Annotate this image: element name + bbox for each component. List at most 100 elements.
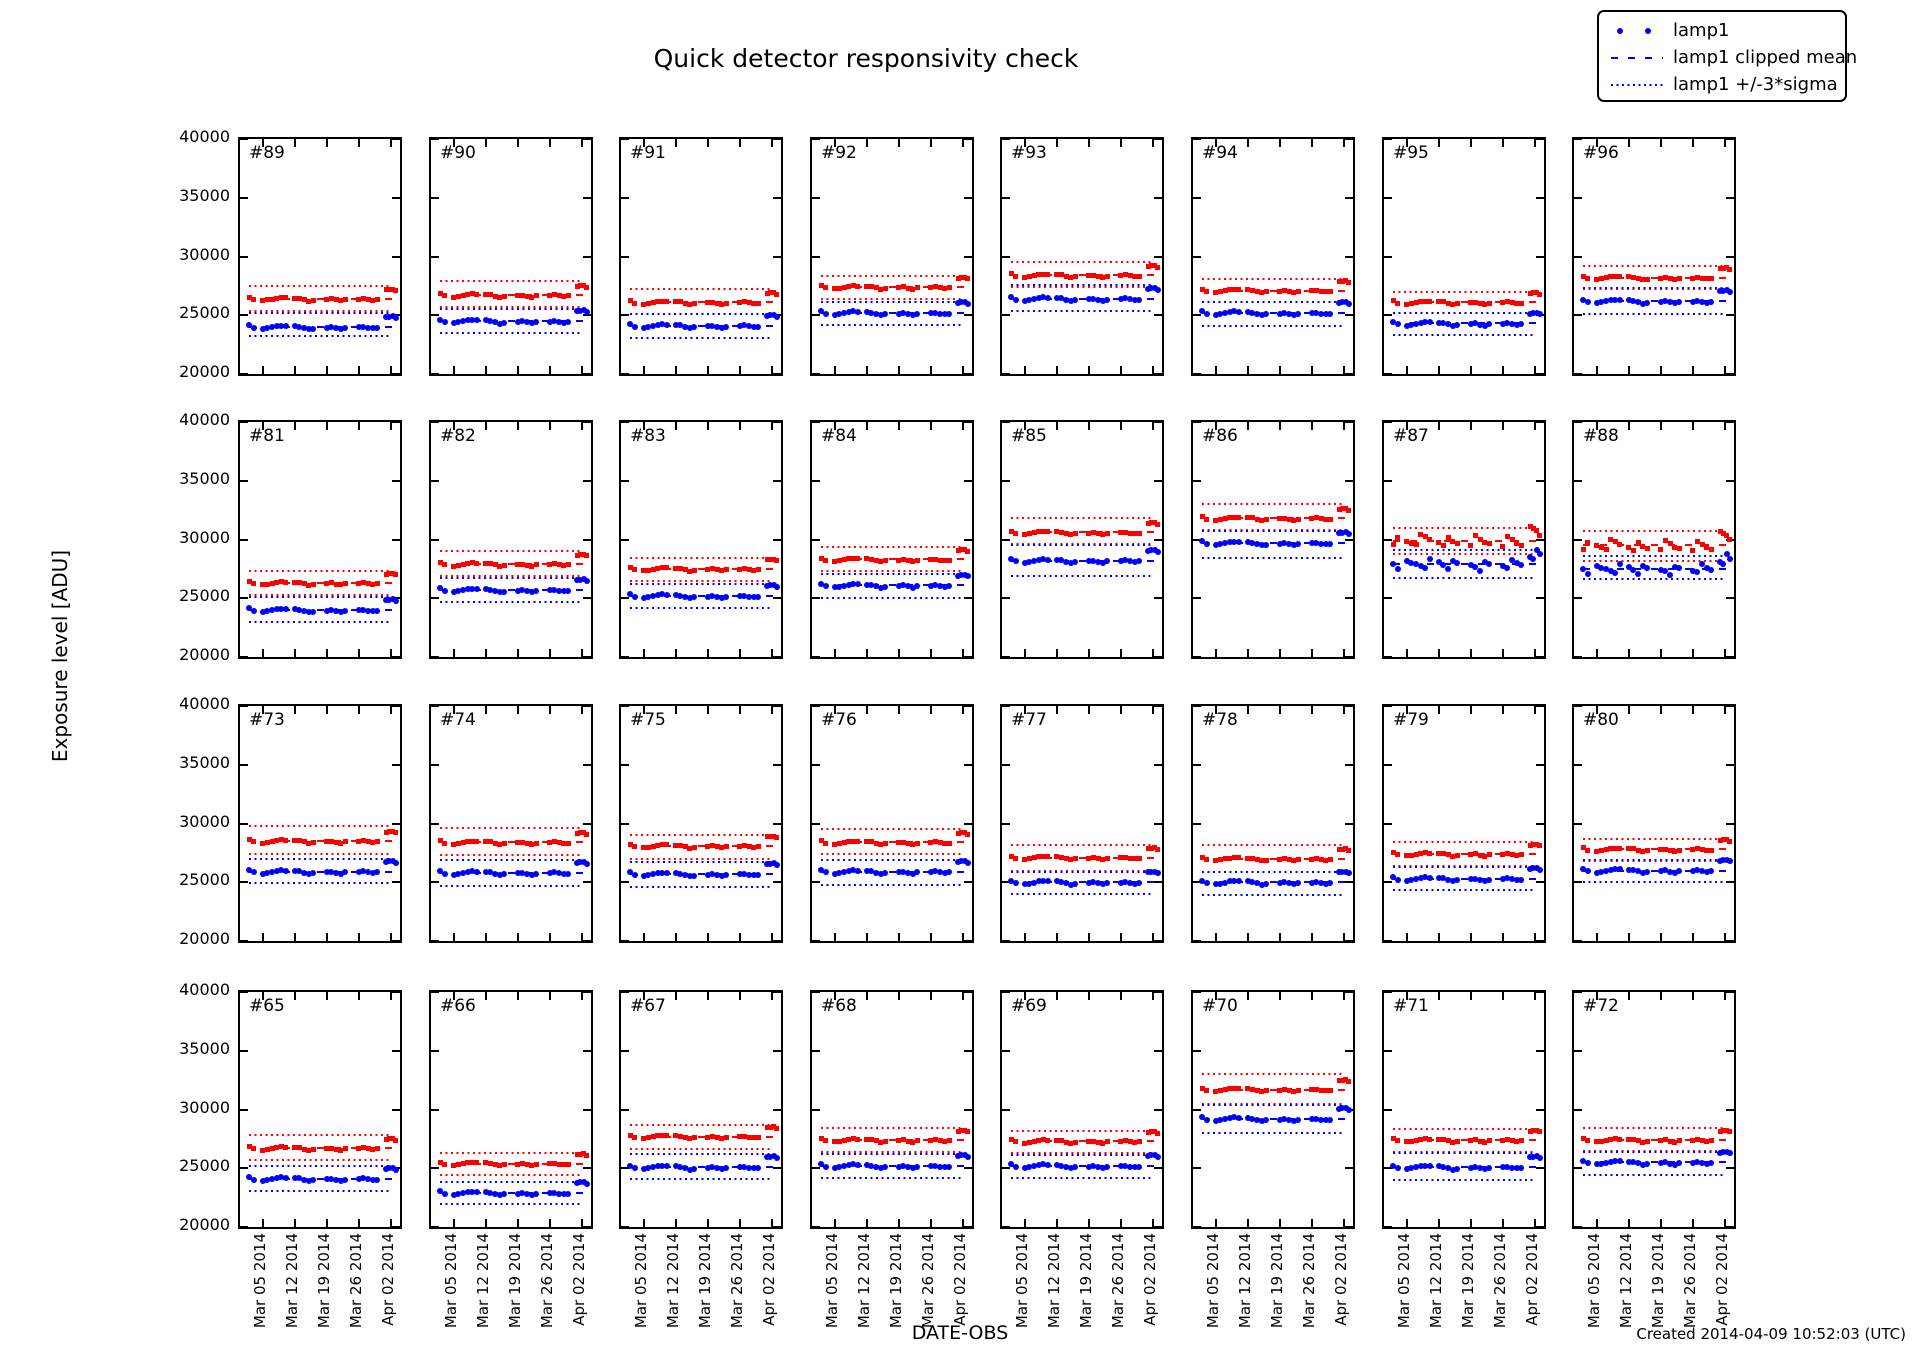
blue-data-point — [1408, 559, 1415, 566]
red-data-point — [1343, 278, 1349, 284]
red-data-point — [1514, 540, 1520, 546]
red-data-point — [650, 1134, 656, 1140]
axis-tick — [621, 1167, 629, 1170]
red-data-point — [1058, 854, 1064, 860]
red-sigma-line — [440, 1151, 582, 1154]
red-data-point — [533, 1161, 539, 1167]
blue-data-point — [1244, 309, 1251, 316]
red-data-point — [442, 1161, 448, 1167]
red-data-point — [1227, 1086, 1233, 1092]
red-data-point — [1509, 1138, 1515, 1144]
red-sigma-line — [1202, 277, 1344, 280]
red-data-point — [1318, 1087, 1324, 1093]
blue-sigma-line — [1393, 1151, 1535, 1154]
scatter-marker-icon — [1611, 26, 1663, 36]
red-data-point — [547, 840, 553, 846]
red-data-point — [958, 1128, 964, 1134]
red-data-point — [746, 1134, 752, 1140]
blue-data-point — [831, 1164, 838, 1171]
blue-data-point — [1021, 1164, 1028, 1171]
y-tick-label: 40000 — [179, 127, 230, 146]
y-tick-label: 20000 — [179, 362, 230, 381]
red-data-point — [338, 840, 344, 846]
blue-data-point — [1723, 287, 1730, 294]
axis-tick — [389, 1219, 392, 1227]
red-clipped-mean-line — [630, 567, 779, 570]
y-tick-label: 25000 — [179, 1156, 230, 1176]
red-data-point — [1245, 287, 1251, 293]
blue-data-point — [654, 870, 661, 877]
red-data-point — [246, 579, 252, 585]
blue-data-point — [818, 308, 825, 315]
red-sigma-line — [1583, 530, 1725, 533]
red-data-point — [365, 296, 371, 302]
blue-data-point — [1199, 1114, 1206, 1121]
red-data-point — [574, 283, 580, 289]
axis-tick — [1501, 422, 1504, 430]
blue-data-point — [841, 868, 847, 875]
subplot-85: #85 — [1000, 420, 1164, 659]
axis-tick — [812, 1108, 820, 1111]
blue-data-point — [1117, 879, 1124, 886]
blue-data-point — [736, 323, 743, 330]
axis-tick — [1345, 822, 1353, 825]
red-data-point — [955, 1128, 961, 1134]
red-data-point — [1259, 858, 1265, 864]
red-data-point — [942, 285, 948, 291]
blue-data-point — [560, 1191, 567, 1198]
blue-data-point — [900, 582, 907, 589]
blue-sigma-line — [1393, 549, 1535, 552]
red-sigma-line — [630, 1148, 772, 1151]
blue-data-point — [583, 1180, 590, 1187]
blue-data-point — [691, 1165, 698, 1172]
red-data-point — [1343, 1077, 1349, 1083]
axis-tick — [1119, 1219, 1122, 1227]
red-clipped-mean-line — [440, 1162, 589, 1165]
blue-data-point — [1231, 877, 1238, 884]
blue-data-point — [1254, 880, 1260, 887]
axis-tick — [674, 422, 677, 430]
red-data-point — [1472, 532, 1478, 538]
blue-data-point — [1063, 1163, 1069, 1170]
axis-tick — [865, 139, 868, 147]
red-data-point — [1152, 520, 1158, 526]
axis-tick — [812, 1226, 820, 1228]
blue-sigma-line — [1393, 334, 1535, 337]
axis-tick — [1723, 933, 1726, 941]
blue-data-point — [1445, 321, 1451, 328]
red-data-point — [1509, 300, 1515, 306]
axis-tick — [325, 992, 328, 1000]
red-data-point — [641, 1135, 647, 1141]
red-clipped-mean-line — [249, 840, 398, 843]
red-data-point — [910, 841, 916, 847]
red-data-point — [1277, 288, 1283, 294]
axis-tick — [812, 940, 820, 942]
blue-sigma-line — [1202, 870, 1344, 873]
red-data-point — [896, 285, 902, 291]
red-data-point — [474, 838, 480, 844]
subplot-84: #84 — [810, 420, 974, 659]
blue-data-point — [914, 583, 921, 590]
blue-data-point — [718, 1166, 725, 1173]
red-data-point — [360, 295, 366, 301]
blue-data-point — [1603, 1159, 1609, 1166]
blue-data-point — [1717, 1149, 1724, 1156]
blue-data-point — [1313, 878, 1320, 885]
subplot-id-label: #84 — [821, 426, 857, 446]
blue-data-point — [301, 1176, 307, 1183]
subplot-id-label: #96 — [1583, 143, 1619, 163]
red-sigma-line — [1583, 1149, 1725, 1152]
red-data-point — [1148, 520, 1154, 526]
blue-sigma-line — [249, 882, 391, 885]
subplot-72: #72 — [1572, 990, 1736, 1229]
blue-data-point — [1699, 561, 1705, 568]
red-data-point — [474, 560, 480, 566]
red-data-point — [515, 562, 521, 568]
axis-tick — [1246, 649, 1249, 657]
red-data-point — [1072, 531, 1078, 537]
axis-tick — [770, 139, 773, 147]
red-data-point — [1667, 1138, 1673, 1144]
red-clipped-mean-line — [1583, 848, 1732, 851]
blue-data-point — [709, 592, 716, 599]
blue-data-point — [645, 324, 652, 331]
